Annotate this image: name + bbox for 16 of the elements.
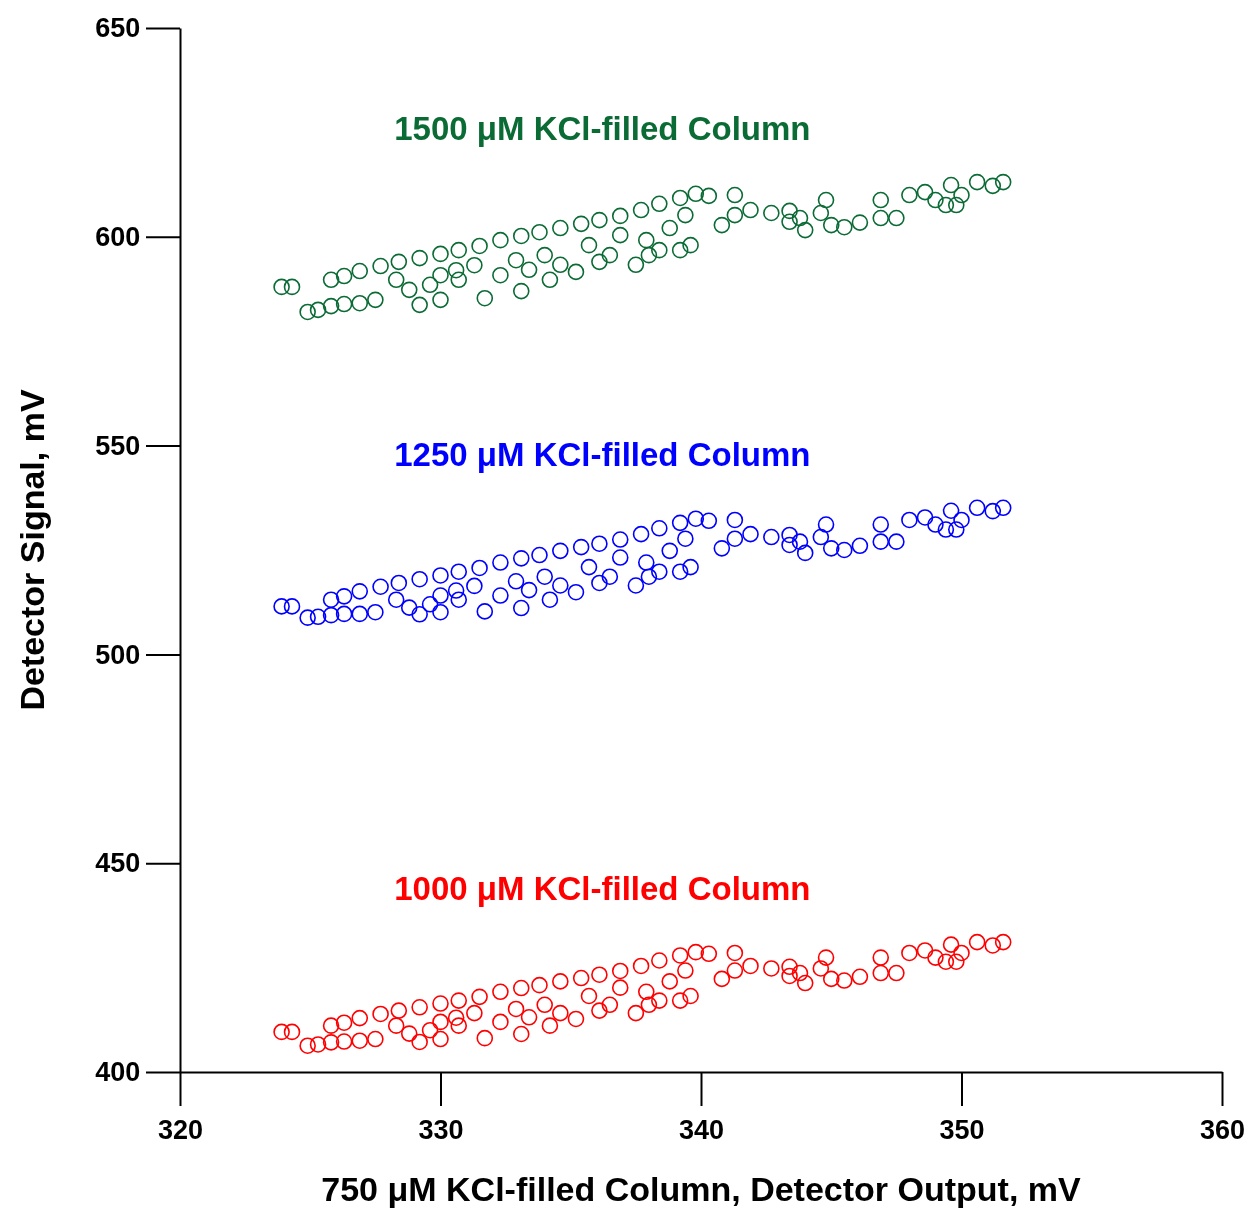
- y-axis-title: Detector Signal, mV: [13, 389, 51, 711]
- series-label: 1000 μM KCl-filled Column: [394, 870, 811, 908]
- y-tick-label: 400: [95, 1057, 141, 1088]
- x-tick-label: 320: [157, 1114, 204, 1145]
- y-tick-label: 500: [95, 639, 141, 670]
- series-label: 1250 μM KCl-filled Column: [394, 435, 811, 473]
- y-tick-label: 550: [95, 430, 141, 461]
- x-tick-label: 350: [939, 1114, 985, 1145]
- series-label: 1500 μM KCl-filled Column: [394, 110, 811, 148]
- x-axis-title: 750 μM KCl-filled Column, Detector Output, mV: [321, 1170, 1082, 1208]
- y-tick-label: 600: [95, 221, 141, 252]
- y-tick-label: 450: [95, 848, 141, 879]
- x-tick-label: 330: [418, 1114, 464, 1145]
- x-tick-label: 360: [1199, 1114, 1246, 1145]
- y-tick-label: 650: [95, 13, 141, 44]
- x-tick-label: 340: [678, 1114, 725, 1145]
